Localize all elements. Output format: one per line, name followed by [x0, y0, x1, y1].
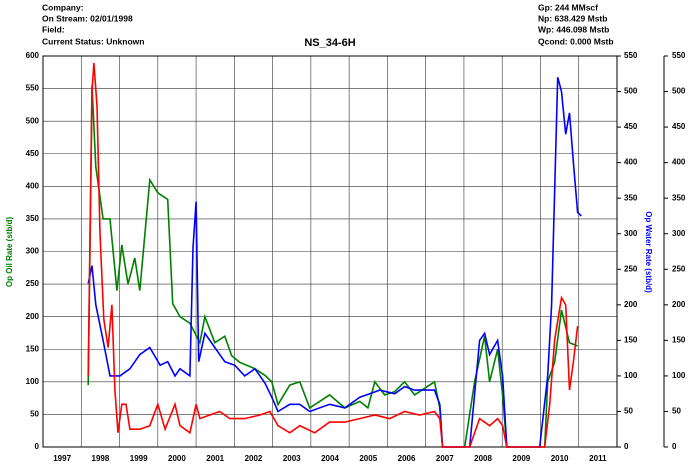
- y3-tick-label: 500: [672, 87, 686, 96]
- series-line: [87, 85, 578, 448]
- y2-tick-label: 50: [624, 407, 633, 416]
- y2-axis-title: Op Water Rate (stb/d): [644, 211, 653, 293]
- info-right: Wp: 446.098 Mstb: [538, 24, 609, 34]
- y-tick-label: 600: [26, 51, 40, 60]
- plot-frame: [42, 55, 618, 448]
- x-tick-label: 2010: [551, 454, 569, 463]
- y-axis-title: Op Oil Rate (stb/d): [5, 217, 14, 288]
- y3-tick-label: 100: [672, 371, 686, 380]
- y2-tick-label: 300: [624, 229, 638, 238]
- info-right: Np: 638.429 Mstb: [538, 13, 607, 23]
- y-tick-label: 400: [26, 181, 40, 190]
- x-tick-label: 2003: [283, 454, 301, 463]
- y3-tick-label: 300: [672, 229, 686, 238]
- y-tick-label: 350: [26, 214, 40, 223]
- y-tick-label: 450: [26, 149, 40, 158]
- y3-tick-label: 350: [672, 193, 686, 202]
- y3-tick-label: 0: [672, 442, 677, 451]
- y-tick-label: 250: [26, 279, 40, 288]
- y-tick-label: 100: [26, 377, 40, 386]
- x-tick-label: 2009: [512, 454, 530, 463]
- x-tick-label: 2000: [168, 454, 186, 463]
- x-tick-label: 2008: [474, 454, 492, 463]
- info-left: Current Status: Unknown: [42, 36, 144, 46]
- y2-tick-label: 350: [624, 193, 638, 202]
- info-left: On Stream: 02/01/1998: [42, 13, 133, 23]
- y-tick-label: 200: [26, 312, 40, 321]
- y2-tick-label: 150: [624, 335, 638, 344]
- y2-tick-label: 400: [624, 158, 638, 167]
- y-tick-label: 0: [35, 442, 40, 451]
- y2-tick-label: 550: [624, 51, 638, 60]
- x-tick-label: 2002: [245, 454, 263, 463]
- y3-tick-label: 400: [672, 158, 686, 167]
- x-tick-label: 1999: [130, 454, 148, 463]
- info-right: Gp: 244 MMscf: [538, 2, 598, 12]
- y-tick-label: 550: [26, 84, 40, 93]
- y-tick-label: 150: [26, 344, 40, 353]
- y2-tick-label: 100: [624, 371, 638, 380]
- y3-tick-label: 50: [672, 407, 681, 416]
- y2-tick-label: 250: [624, 264, 638, 273]
- x-tick-label: 2005: [359, 454, 377, 463]
- x-tick-label: 2001: [206, 454, 224, 463]
- y3-tick-label: 250: [672, 264, 686, 273]
- y-tick-label: 500: [26, 116, 40, 125]
- x-tick-label: 1998: [92, 454, 110, 463]
- x-tick-label: 2004: [321, 454, 339, 463]
- series-line: [87, 63, 579, 448]
- y2-tick-label: 200: [624, 300, 638, 309]
- y3-tick-label: 550: [672, 51, 686, 60]
- y-tick-label: 50: [30, 410, 39, 419]
- x-tick-label: 2006: [398, 454, 416, 463]
- x-tick-label: 1997: [53, 454, 71, 463]
- chart-title: NS_34-6H: [304, 37, 355, 49]
- info-left: Company:: [42, 2, 84, 12]
- y2-tick-label: 500: [624, 87, 638, 96]
- info-left: Field:: [42, 24, 65, 34]
- y3-tick-label: 200: [672, 300, 686, 309]
- series-line: [87, 77, 582, 448]
- y-tick-label: 300: [26, 247, 40, 256]
- info-right: Qcond: 0.000 Mstb: [538, 36, 614, 46]
- y3-tick-label: 450: [672, 122, 686, 131]
- x-tick-label: 2007: [436, 454, 454, 463]
- y2-tick-label: 0: [624, 442, 629, 451]
- y2-tick-label: 450: [624, 122, 638, 131]
- y3-tick-label: 150: [672, 335, 686, 344]
- x-tick-label: 2011: [589, 454, 607, 463]
